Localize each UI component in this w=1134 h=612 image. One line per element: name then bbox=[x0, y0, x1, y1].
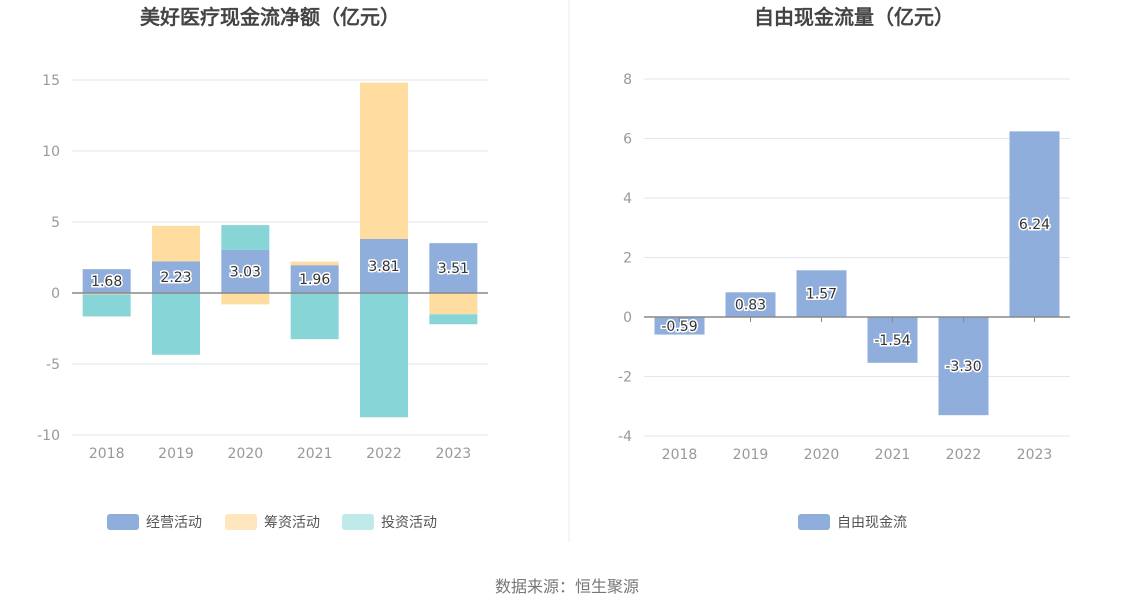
bar-operating bbox=[429, 243, 478, 293]
legend-item-investing[interactable]: 投资活动 bbox=[342, 514, 437, 531]
source-note: 数据来源：恒生聚源 bbox=[495, 577, 639, 596]
data-label: -1.54 bbox=[874, 333, 910, 349]
x-tick-label: 2021 bbox=[297, 446, 333, 462]
x-tick-label: 2020 bbox=[228, 446, 264, 462]
y-tick-label: 2 bbox=[623, 251, 632, 267]
legend-item-operating[interactable]: 经营活动 bbox=[107, 514, 202, 531]
legend-label-fcf: 自由现金流 bbox=[837, 515, 907, 531]
bar-investing bbox=[221, 225, 270, 250]
bar-operating bbox=[290, 265, 339, 293]
data-label: 3.03 bbox=[230, 264, 261, 280]
data-label: 1.68 bbox=[91, 274, 122, 290]
bar-fcf bbox=[1009, 131, 1060, 317]
x-tick-label: 2021 bbox=[875, 447, 911, 463]
x-tick-label: 2022 bbox=[366, 446, 402, 462]
bar-financing bbox=[429, 293, 478, 315]
legend-item-fcf[interactable]: 自由现金流 bbox=[798, 514, 907, 531]
data-label: 3.51 bbox=[438, 261, 469, 277]
y-tick-label: 10 bbox=[42, 144, 60, 160]
x-tick-label: 2022 bbox=[946, 447, 982, 463]
legend-swatch-operating bbox=[107, 514, 139, 530]
x-tick-label: 2018 bbox=[89, 446, 125, 462]
bar-financing bbox=[290, 261, 339, 266]
bar-financing bbox=[152, 225, 200, 262]
data-label: -3.30 bbox=[945, 359, 981, 375]
bar-fcf bbox=[938, 317, 989, 416]
bar-investing bbox=[152, 293, 200, 355]
data-label: -0.59 bbox=[661, 319, 697, 335]
y-tick-label: 0 bbox=[51, 286, 60, 302]
data-label: 1.57 bbox=[806, 287, 837, 303]
data-label: 1.96 bbox=[299, 272, 330, 288]
bar-investing bbox=[429, 314, 478, 325]
bar-operating bbox=[82, 269, 131, 293]
legend-swatch-investing bbox=[342, 514, 374, 530]
data-label: 3.81 bbox=[368, 259, 399, 275]
bar-financing bbox=[360, 82, 408, 239]
legend-label-financing: 筹资活动 bbox=[264, 514, 320, 531]
data-label: 6.24 bbox=[1019, 217, 1050, 233]
legend-label-investing: 投资活动 bbox=[381, 515, 437, 531]
bar-fcf bbox=[867, 317, 918, 363]
left-chart-title: 美好医疗现金流净额（亿元） bbox=[140, 5, 400, 29]
data-label: 2.23 bbox=[160, 270, 191, 286]
x-tick-label: 2019 bbox=[733, 447, 769, 463]
bar-investing bbox=[360, 293, 408, 418]
left-legend: 经营活动 筹资活动 投资活动 bbox=[107, 514, 437, 531]
y-tick-label: 4 bbox=[623, 191, 632, 207]
legend-swatch-financing bbox=[225, 514, 257, 530]
y-tick-label: -10 bbox=[37, 428, 60, 444]
bar-operating bbox=[360, 238, 408, 293]
y-tick-label: -4 bbox=[618, 429, 632, 445]
bar-financing bbox=[221, 293, 270, 305]
y-tick-label: 8 bbox=[623, 72, 632, 88]
x-tick-label: 2019 bbox=[158, 446, 194, 462]
bar-investing bbox=[82, 294, 131, 317]
right-chart-title: 自由现金流量（亿元） bbox=[754, 5, 954, 29]
y-tick-label: 5 bbox=[51, 215, 60, 231]
bar-fcf bbox=[796, 270, 847, 317]
x-tick-label: 2023 bbox=[436, 446, 472, 462]
x-tick-label: 2018 bbox=[662, 447, 698, 463]
x-tick-label: 2023 bbox=[1017, 447, 1053, 463]
legend-label-operating: 经营活动 bbox=[146, 515, 202, 531]
bar-operating bbox=[152, 261, 200, 293]
y-tick-label: -5 bbox=[46, 357, 60, 373]
right-legend: 自由现金流 bbox=[798, 514, 907, 531]
bar-fcf bbox=[725, 292, 776, 317]
y-tick-label: 15 bbox=[42, 73, 60, 89]
y-tick-label: 0 bbox=[623, 310, 632, 326]
right-plot-area: 8 6 4 2 0 -2 -4 2018 -0.59 2019 0.83 2020 1.57 2021 -1… bbox=[618, 72, 1070, 463]
legend-item-financing[interactable]: 筹资活动 bbox=[225, 514, 320, 531]
legend-swatch-fcf bbox=[798, 514, 830, 530]
bar-operating bbox=[221, 249, 270, 293]
y-tick-label: -2 bbox=[618, 370, 632, 386]
bar-investing bbox=[290, 293, 339, 340]
left-plot-area: 15 10 5 0 -5 -10 2018 1.68 2019 2.23 2020 3.03 2021 1… bbox=[37, 73, 488, 462]
bar-fcf bbox=[654, 317, 705, 335]
y-tick-label: 6 bbox=[623, 132, 632, 148]
x-tick-label: 2020 bbox=[804, 447, 840, 463]
data-label: 0.83 bbox=[735, 298, 766, 314]
